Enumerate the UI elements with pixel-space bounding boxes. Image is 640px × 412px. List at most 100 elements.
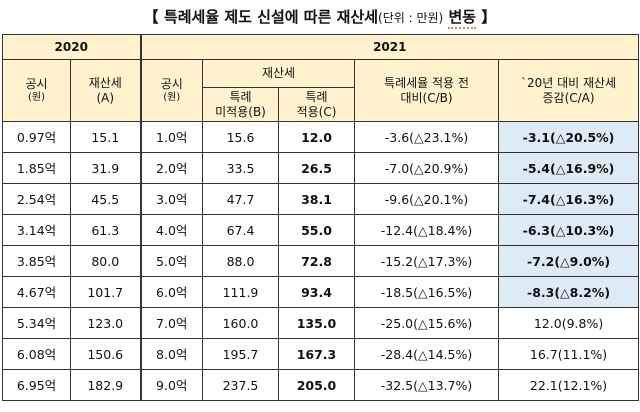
title-change: 변동 <box>448 8 477 29</box>
cell-public-price-2020: 1.85억 <box>2 152 71 184</box>
table-row: 0.97억 15.1 1.0억 15.6 12.0 -3.6(△23.1%) -3.1(△2… <box>2 121 640 153</box>
cell-public-price-2021: 5.0억 <box>139 245 203 277</box>
header-change-ca-line2: 증감(C/A) <box>542 90 595 105</box>
cell-tax-2020: 15.1 <box>70 121 141 153</box>
cell-ratio-cb: -12.4(△18.4%) <box>354 214 499 246</box>
cell-public-price-2021: 6.0억 <box>139 276 203 308</box>
cell-public-price-2021: 9.0억 <box>139 369 203 401</box>
cell-tax-not-applied: 67.4 <box>202 214 279 246</box>
header-public-price-2020-unit: (원) <box>27 91 45 103</box>
cell-change-ca: -5.4(△16.9%) <box>497 152 640 184</box>
table-row: 5.34억 123.0 7.0억 160.0 135.0 -25.0(△15.6%) 12.… <box>2 307 640 339</box>
header-applied-line2: 적용(C) <box>296 104 337 119</box>
cell-tax-applied: 72.8 <box>278 245 355 277</box>
cell-tax-2020: 182.9 <box>70 369 141 401</box>
header-public-price-2020-label: 공시 <box>25 77 48 92</box>
cell-tax-applied: 167.3 <box>278 338 355 370</box>
cell-ratio-cb: -15.2(△17.3%) <box>354 245 499 277</box>
property-tax-table: 2020 2021 공시 (원) 재산세 (A) 공시 (원) 재산세 특례세율… <box>2 34 640 401</box>
cell-public-price-2020: 6.95억 <box>2 369 71 401</box>
cell-change-ca: 16.7(11.1%) <box>497 338 640 370</box>
header-not-applied-line1: 특례 <box>229 90 252 105</box>
header-year-2020: 2020 <box>2 34 141 60</box>
header-ratio-cb-line2: 대비(C/B) <box>400 90 453 105</box>
title-main: 특례세율 제도 신설에 따른 재산세 <box>163 8 379 26</box>
cell-tax-2020: 31.9 <box>70 152 141 184</box>
cell-public-price-2020: 2.54억 <box>2 183 71 215</box>
cell-tax-2020: 101.7 <box>70 276 141 308</box>
cell-public-price-2020: 3.14억 <box>2 214 71 246</box>
cell-ratio-cb: -28.4(△14.5%) <box>354 338 499 370</box>
header-change-ca: `20년 대비 재산세 증감(C/A) <box>497 59 640 122</box>
cell-ratio-cb: -25.0(△15.6%) <box>354 307 499 339</box>
header-not-applied: 특례 미적용(B) <box>202 87 279 122</box>
header-public-price-2020: 공시 (원) <box>2 59 71 122</box>
title-close-bracket: 】 <box>481 8 497 26</box>
cell-public-price-2020: 0.97억 <box>2 121 71 153</box>
cell-tax-not-applied: 195.7 <box>202 338 279 370</box>
cell-tax-2020: 45.5 <box>70 183 141 215</box>
cell-tax-not-applied: 88.0 <box>202 245 279 277</box>
header-tax-2021-group: 재산세 <box>202 59 355 88</box>
cell-public-price-2021: 4.0억 <box>139 214 203 246</box>
header-applied-line1: 특례 <box>305 90 328 105</box>
header-public-price-2021-label: 공시 <box>160 77 183 92</box>
table-row: 6.08억 150.6 8.0억 195.7 167.3 -28.4(△14.5%) 16.… <box>2 338 640 370</box>
cell-tax-2020: 150.6 <box>70 338 141 370</box>
cell-change-ca: 12.0(9.8%) <box>497 307 640 339</box>
cell-change-ca: 22.1(12.1%) <box>497 369 640 401</box>
cell-change-ca: -8.3(△8.2%) <box>497 276 640 308</box>
cell-change-ca: -7.2(△9.0%) <box>497 245 640 277</box>
cell-public-price-2020: 5.34억 <box>2 307 71 339</box>
table-row: 6.95억 182.9 9.0억 237.5 205.0 -32.5(△13.7%) 22.… <box>2 369 640 401</box>
cell-ratio-cb: -9.6(△20.1%) <box>354 183 499 215</box>
title-open-bracket: 【 <box>143 8 159 26</box>
cell-ratio-cb: -7.0(△20.9%) <box>354 152 499 184</box>
cell-tax-applied: 135.0 <box>278 307 355 339</box>
cell-tax-2020: 61.3 <box>70 214 141 246</box>
cell-ratio-cb: -32.5(△13.7%) <box>354 369 499 401</box>
cell-public-price-2021: 2.0억 <box>139 152 203 184</box>
cell-public-price-2021: 7.0억 <box>139 307 203 339</box>
cell-ratio-cb: -18.5(△16.5%) <box>354 276 499 308</box>
cell-tax-applied: 93.4 <box>278 276 355 308</box>
table-row: 3.14억 61.3 4.0억 67.4 55.0 -12.4(△18.4%) -6.3(△… <box>2 214 640 246</box>
header-change-ca-line1: `20년 대비 재산세 <box>520 76 617 91</box>
table-row: 2.54억 45.5 3.0억 47.7 38.1 -9.6(△20.1%) -7.4(△1… <box>2 183 640 215</box>
cell-tax-2020: 123.0 <box>70 307 141 339</box>
header-public-price-2021: 공시 (원) <box>139 59 203 122</box>
title-unit: (단위 : 만원) <box>378 11 444 25</box>
cell-public-price-2020: 3.85억 <box>2 245 71 277</box>
table-row: 3.85억 80.0 5.0억 88.0 72.8 -15.2(△17.3%) -7.2(△… <box>2 245 640 277</box>
header-tax-2020-label: 재산세 <box>88 76 122 91</box>
table-row: 1.85억 31.9 2.0억 33.5 26.5 -7.0(△20.9%) -5.4(△1… <box>2 152 640 184</box>
header-ratio-cb: 특례세율 적용 전 대비(C/B) <box>354 59 499 122</box>
cell-tax-applied: 55.0 <box>278 214 355 246</box>
cell-change-ca: -6.3(△10.3%) <box>497 214 640 246</box>
cell-public-price-2020: 4.67억 <box>2 276 71 308</box>
header-applied: 특례 적용(C) <box>278 87 355 122</box>
cell-public-price-2021: 3.0억 <box>139 183 203 215</box>
cell-tax-2020: 80.0 <box>70 245 141 277</box>
table-title: 【 특례세율 제도 신설에 따른 재산세(단위 : 만원) 변동 】 <box>0 6 640 29</box>
table-row: 4.67억 101.7 6.0억 111.9 93.4 -18.5(△16.5%) -8.3… <box>2 276 640 308</box>
cell-change-ca: -7.4(△16.3%) <box>497 183 640 215</box>
header-ratio-cb-line1: 특례세율 적용 전 <box>384 76 469 91</box>
cell-tax-not-applied: 15.6 <box>202 121 279 153</box>
header-public-price-2021-unit: (원) <box>163 91 181 103</box>
cell-tax-applied: 38.1 <box>278 183 355 215</box>
cell-tax-not-applied: 111.9 <box>202 276 279 308</box>
cell-public-price-2020: 6.08억 <box>2 338 71 370</box>
cell-public-price-2021: 1.0억 <box>139 121 203 153</box>
cell-tax-applied: 12.0 <box>278 121 355 153</box>
cell-tax-applied: 26.5 <box>278 152 355 184</box>
cell-tax-not-applied: 160.0 <box>202 307 279 339</box>
cell-tax-not-applied: 237.5 <box>202 369 279 401</box>
cell-tax-not-applied: 47.7 <box>202 183 279 215</box>
cell-change-ca: -3.1(△20.5%) <box>497 121 640 153</box>
cell-tax-not-applied: 33.5 <box>202 152 279 184</box>
header-year-2021: 2021 <box>139 34 640 60</box>
header-tax-2020-code: (A) <box>96 90 115 105</box>
header-not-applied-line2: 미적용(B) <box>215 104 266 119</box>
cell-ratio-cb: -3.6(△23.1%) <box>354 121 499 153</box>
